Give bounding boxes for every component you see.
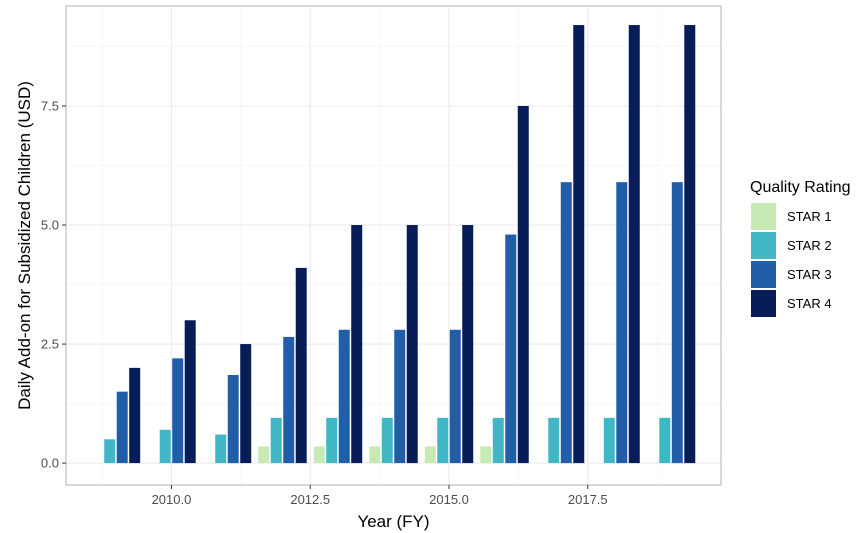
legend-items: STAR 1 STAR 2 STAR 3 STAR 4 bbox=[751, 203, 832, 317]
bar-star-4-2011 bbox=[240, 344, 252, 464]
x-tick-label: 2017.5 bbox=[568, 492, 608, 507]
bar-star-3-2018 bbox=[616, 182, 628, 464]
bar-star-4-2018 bbox=[628, 25, 640, 464]
legend-title: Quality Rating bbox=[750, 179, 851, 196]
bar-star-4-2009 bbox=[129, 367, 141, 464]
bar-star-2-2011 bbox=[215, 434, 227, 464]
bar-star-1-2014 bbox=[369, 446, 381, 464]
bars bbox=[104, 25, 696, 464]
bar-star-3-2014 bbox=[394, 329, 406, 464]
x-axis-ticks: 2010.0 2012.5 2015.0 2017.5 bbox=[152, 485, 608, 507]
y-tick-label: 5.0 bbox=[41, 218, 59, 233]
bar-star-2-2014 bbox=[381, 417, 393, 464]
bar-star-3-2015 bbox=[449, 329, 461, 464]
y-tick-label: 0.0 bbox=[41, 456, 59, 471]
y-tick-label: 2.5 bbox=[41, 337, 59, 352]
y-axis-ticks: 0.0 2.5 5.0 7.5 bbox=[41, 98, 66, 471]
bar-star-4-2013 bbox=[351, 225, 363, 464]
bar-star-2-2013 bbox=[326, 417, 338, 464]
bar-star-4-2019 bbox=[684, 25, 696, 464]
bar-star-4-2017 bbox=[573, 25, 585, 464]
bar-star-2-2017 bbox=[548, 417, 560, 464]
x-axis-title: Year (FY) bbox=[357, 512, 429, 531]
bar-star-2-2015 bbox=[437, 417, 449, 464]
bar-star-3-2009 bbox=[116, 391, 128, 464]
bar-star-3-2013 bbox=[338, 329, 350, 464]
legend-swatch-star-4 bbox=[751, 290, 776, 317]
x-tick-label: 2010.0 bbox=[152, 492, 192, 507]
legend-label-star-2: STAR 2 bbox=[787, 238, 832, 253]
legend-label-star-1: STAR 1 bbox=[787, 209, 832, 224]
bar-star-1-2013 bbox=[313, 446, 325, 464]
x-tick-label: 2015.0 bbox=[429, 492, 469, 507]
bar-star-4-2014 bbox=[406, 225, 418, 464]
bar-star-3-2016 bbox=[505, 234, 517, 464]
y-axis-title: Daily Add-on for Subsidized Children (US… bbox=[15, 81, 34, 410]
bar-star-1-2015 bbox=[424, 446, 436, 464]
panel-border bbox=[65, 5, 722, 486]
major-gridlines bbox=[66, 6, 721, 485]
bar-star-2-2018 bbox=[603, 417, 615, 464]
bar-star-4-2015 bbox=[462, 225, 474, 464]
bar-star-1-2012 bbox=[258, 446, 270, 464]
bar-star-4-2016 bbox=[517, 105, 529, 464]
bar-star-3-2019 bbox=[671, 182, 683, 464]
bar-star-2-2016 bbox=[492, 417, 504, 464]
legend-swatch-star-2 bbox=[751, 232, 776, 259]
bar-star-1-2016 bbox=[480, 446, 492, 464]
legend-swatch-star-3 bbox=[751, 261, 776, 288]
bar-star-2-2009 bbox=[104, 439, 116, 464]
legend-swatch-star-1 bbox=[751, 203, 776, 230]
legend-label-star-4: STAR 4 bbox=[787, 296, 832, 311]
bar-star-2-2019 bbox=[659, 417, 671, 464]
minor-gridlines bbox=[66, 6, 721, 485]
bar-star-4-2010 bbox=[184, 320, 196, 464]
bar-star-3-2011 bbox=[227, 375, 239, 464]
y-tick-label: 7.5 bbox=[41, 98, 59, 113]
bar-star-2-2012 bbox=[270, 417, 282, 464]
legend: Quality Rating STAR 1 STAR 2 STAR 3 STAR 4 bbox=[750, 179, 851, 317]
bar-star-4-2012 bbox=[295, 267, 307, 464]
bar-star-3-2017 bbox=[560, 182, 572, 464]
x-tick-label: 2012.5 bbox=[290, 492, 330, 507]
bar-star-2-2010 bbox=[159, 429, 171, 464]
bar-star-3-2010 bbox=[172, 358, 184, 464]
bar-star-3-2012 bbox=[283, 336, 295, 464]
legend-label-star-3: STAR 3 bbox=[787, 267, 832, 282]
